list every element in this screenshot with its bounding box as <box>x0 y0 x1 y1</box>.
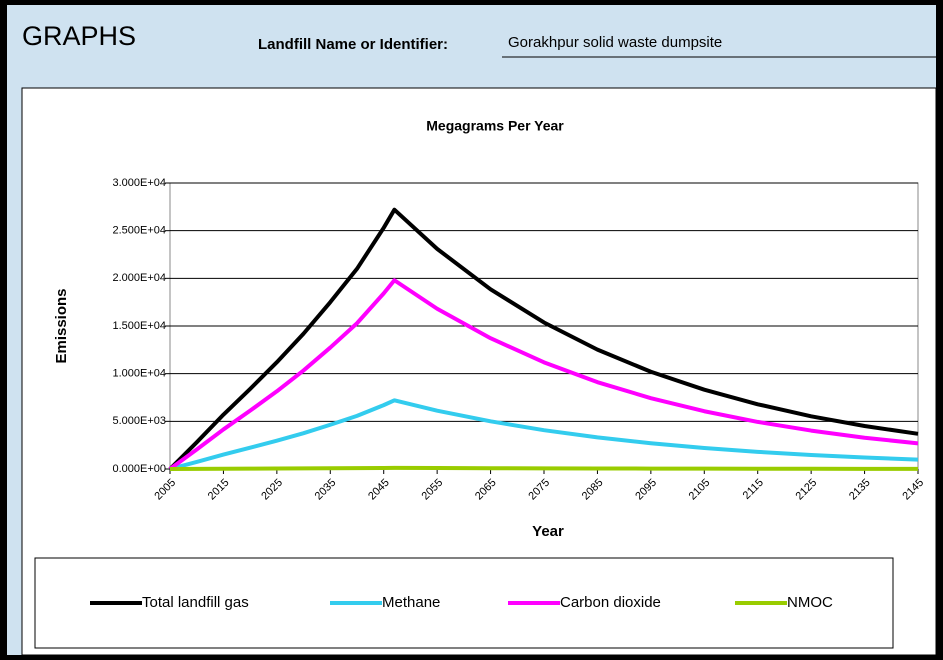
y-tick-label: 1.000E+04 <box>112 368 166 380</box>
y-tick-label: 0.000E+00 <box>112 463 166 475</box>
series-line <box>169 398 919 471</box>
field-value: Gorakhpur solid waste dumpsite <box>508 34 722 51</box>
legend-label: Total landfill gas <box>142 594 249 611</box>
field-label: Landfill Name or Identifier: <box>258 36 448 53</box>
y-tick-label: 1.500E+04 <box>112 320 166 332</box>
page-title: GRAPHS <box>22 21 136 51</box>
y-axis-label: Emissions <box>53 288 70 363</box>
y-tick-label: 2.000E+04 <box>112 272 166 284</box>
y-tick-label: 5.000E+03 <box>112 415 166 427</box>
series-line <box>168 278 919 471</box>
series-line <box>168 207 919 471</box>
legend-label: NMOC <box>787 594 833 611</box>
series-line <box>169 465 919 471</box>
chart-title: Megagrams Per Year <box>426 118 564 134</box>
y-tick-label: 2.500E+04 <box>112 225 166 237</box>
legend-label: Methane <box>382 594 440 611</box>
x-axis-label: Year <box>532 523 564 540</box>
y-tick-label: 3.000E+04 <box>112 177 166 189</box>
legend-label: Carbon dioxide <box>560 594 661 611</box>
